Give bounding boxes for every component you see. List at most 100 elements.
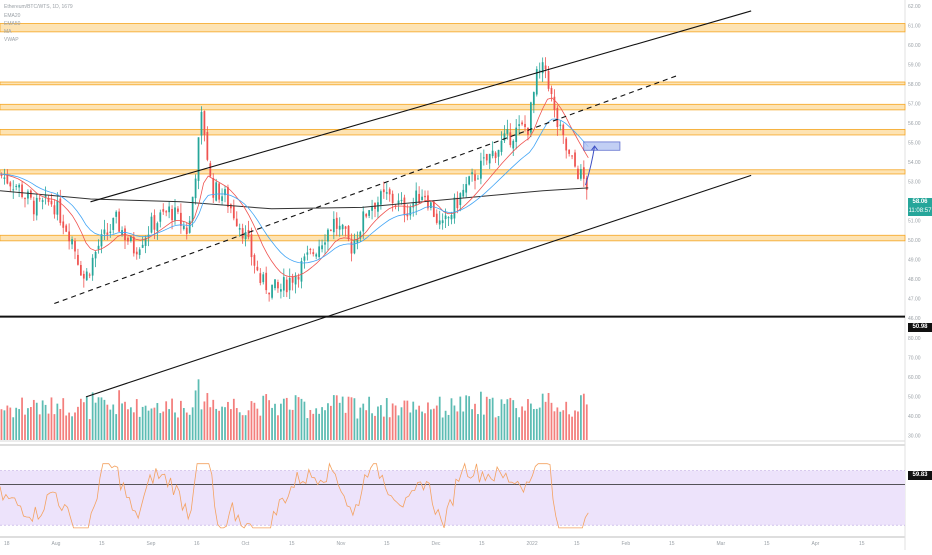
candle[interactable] <box>9 182 12 187</box>
candle[interactable] <box>156 223 159 231</box>
candle[interactable] <box>71 239 73 245</box>
candle[interactable] <box>118 211 121 232</box>
candle[interactable] <box>435 213 438 223</box>
candle[interactable] <box>135 251 138 255</box>
candle[interactable] <box>324 242 326 245</box>
channel-mid-line[interactable] <box>54 74 679 305</box>
resistance-zone-4[interactable] <box>0 169 906 175</box>
resistance-zone-0[interactable] <box>0 23 906 33</box>
candle[interactable] <box>497 149 500 157</box>
candle[interactable] <box>53 205 56 215</box>
channel-lower-line[interactable] <box>85 174 752 398</box>
candle[interactable] <box>65 225 68 232</box>
candle[interactable] <box>380 191 382 205</box>
candle[interactable] <box>188 220 191 233</box>
candle[interactable] <box>215 182 218 201</box>
candle[interactable] <box>82 273 85 279</box>
candle[interactable] <box>477 178 479 180</box>
candle[interactable] <box>300 261 303 282</box>
candle[interactable] <box>353 240 356 254</box>
candle[interactable] <box>3 177 6 179</box>
candle[interactable] <box>432 201 435 217</box>
candle[interactable] <box>106 232 109 235</box>
indicator-legend-2[interactable]: EMA50 <box>4 21 21 27</box>
candle[interactable] <box>500 140 503 152</box>
candle[interactable] <box>456 197 459 209</box>
candle[interactable] <box>285 279 288 293</box>
candle[interactable] <box>474 174 476 181</box>
candle[interactable] <box>547 71 550 89</box>
candle[interactable] <box>62 221 65 228</box>
candle[interactable] <box>482 157 485 159</box>
candle[interactable] <box>227 187 229 207</box>
ema20-line[interactable] <box>0 97 589 278</box>
candle[interactable] <box>468 176 471 185</box>
candle[interactable] <box>544 65 547 70</box>
candle[interactable] <box>115 211 118 217</box>
candle[interactable] <box>130 236 132 242</box>
candle[interactable] <box>241 228 244 239</box>
candle[interactable] <box>377 202 379 212</box>
candle[interactable] <box>41 200 44 202</box>
candle[interactable] <box>38 198 41 200</box>
candle[interactable] <box>280 289 282 292</box>
candle[interactable] <box>277 282 279 289</box>
candle[interactable] <box>312 252 315 255</box>
channel-upper-line[interactable] <box>90 10 752 203</box>
candle[interactable] <box>0 173 3 176</box>
candle[interactable] <box>150 216 153 233</box>
candle[interactable] <box>127 237 129 242</box>
candle[interactable] <box>541 62 544 74</box>
candle[interactable] <box>100 234 103 247</box>
candle[interactable] <box>356 239 359 243</box>
candle[interactable] <box>424 195 426 198</box>
candle[interactable] <box>244 232 247 239</box>
candle[interactable] <box>185 227 188 234</box>
candle[interactable] <box>421 196 423 200</box>
candle[interactable] <box>265 272 268 291</box>
candle[interactable] <box>527 127 529 135</box>
candle[interactable] <box>297 276 300 280</box>
candle[interactable] <box>400 199 403 201</box>
candle[interactable] <box>109 231 112 233</box>
candle[interactable] <box>321 245 323 250</box>
candle[interactable] <box>168 206 171 213</box>
candle[interactable] <box>530 102 532 133</box>
candle[interactable] <box>330 229 332 231</box>
candle[interactable] <box>368 210 371 216</box>
candle[interactable] <box>56 200 59 215</box>
candle[interactable] <box>47 198 50 203</box>
candle[interactable] <box>194 178 197 199</box>
candle[interactable] <box>512 140 515 149</box>
candle[interactable] <box>335 217 338 229</box>
candle[interactable] <box>171 208 173 221</box>
candle[interactable] <box>427 195 429 209</box>
candle[interactable] <box>203 111 206 136</box>
candle[interactable] <box>144 237 147 246</box>
candle[interactable] <box>235 218 238 227</box>
candle[interactable] <box>21 184 23 198</box>
candle[interactable] <box>388 189 391 195</box>
candle[interactable] <box>359 231 362 239</box>
candle[interactable] <box>341 224 344 230</box>
candle[interactable] <box>238 228 241 230</box>
candle[interactable] <box>165 211 168 213</box>
candle[interactable] <box>177 208 179 212</box>
candle[interactable] <box>582 167 585 179</box>
candle[interactable] <box>365 214 368 217</box>
candle[interactable] <box>409 206 412 216</box>
candle[interactable] <box>568 149 571 154</box>
candle[interactable] <box>282 277 285 291</box>
candle[interactable] <box>462 189 465 197</box>
candle[interactable] <box>459 193 462 206</box>
candle[interactable] <box>30 190 32 198</box>
candle[interactable] <box>253 255 256 266</box>
candle[interactable] <box>585 177 588 191</box>
candle[interactable] <box>103 229 106 234</box>
candle[interactable] <box>535 69 538 95</box>
candle[interactable] <box>259 273 262 283</box>
candle[interactable] <box>306 252 309 255</box>
candle[interactable] <box>250 234 253 258</box>
candle[interactable] <box>315 254 318 257</box>
